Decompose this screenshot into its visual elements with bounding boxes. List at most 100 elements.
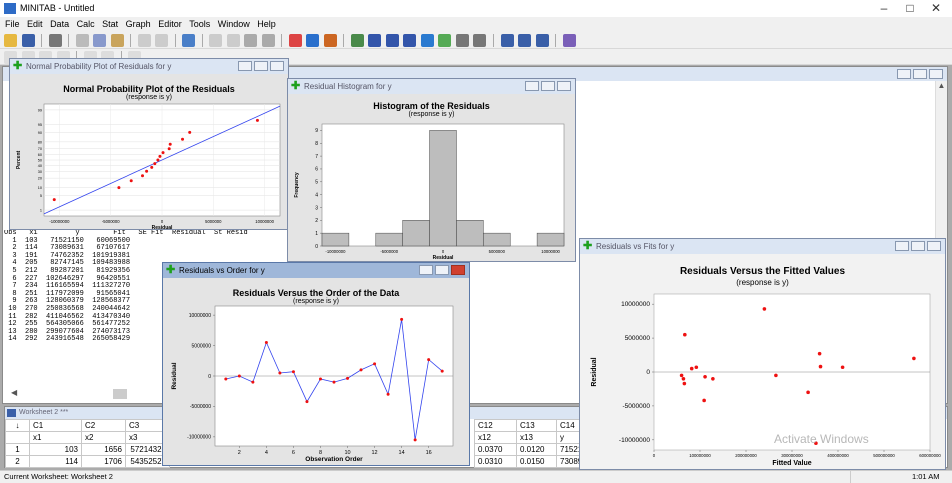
minimize-window-button[interactable] xyxy=(525,81,539,91)
y-tick-label: 1 xyxy=(40,209,42,213)
table-cell[interactable]: 0.0150 xyxy=(516,455,557,468)
redo-icon[interactable] xyxy=(155,34,169,47)
data-point xyxy=(305,400,309,404)
menu-file[interactable]: File xyxy=(5,19,20,29)
table-cell[interactable]: 0.0310 xyxy=(474,455,517,468)
find-icon[interactable] xyxy=(244,34,258,47)
session-window-icon[interactable] xyxy=(350,34,364,47)
column-name[interactable]: x12 xyxy=(474,431,517,444)
undo-icon[interactable] xyxy=(137,34,151,47)
entry-direction-arrow[interactable]: ↓ xyxy=(5,419,30,432)
menu-graph[interactable]: Graph xyxy=(125,19,151,29)
info-icon[interactable] xyxy=(403,34,417,47)
column-name[interactable]: x13 xyxy=(516,431,557,444)
minimize-window-button[interactable] xyxy=(895,241,909,251)
copy-icon[interactable] xyxy=(93,34,107,47)
worksheet-icon[interactable] xyxy=(368,34,382,47)
save-project-icon[interactable] xyxy=(21,34,35,47)
maximize-window-button[interactable] xyxy=(911,241,925,251)
menu-editor[interactable]: Editor xyxy=(158,19,182,29)
column-name-row: x12 x13 y xyxy=(474,431,587,444)
menu-stat[interactable]: Stat xyxy=(102,19,119,29)
report-pad-icon[interactable] xyxy=(438,34,452,47)
toolbar-separator xyxy=(555,34,557,47)
maximize-window-button[interactable] xyxy=(541,81,555,91)
insert-row-icon[interactable] xyxy=(209,34,223,47)
column-name[interactable] xyxy=(5,431,30,444)
assistant-icon[interactable] xyxy=(323,34,337,47)
normal-plot-window[interactable]: ✚ Normal Probability Plot of Residuals f… xyxy=(9,58,289,230)
data-point xyxy=(681,376,686,381)
table-cell[interactable]: 1656 xyxy=(81,443,126,456)
scroll-left-icon[interactable]: ◀ xyxy=(11,388,18,397)
column-name[interactable]: x2 xyxy=(81,431,126,444)
column-id[interactable]: C13 xyxy=(516,419,557,432)
horizontal-scroll-thumb[interactable] xyxy=(113,389,127,399)
insert-column-icon[interactable] xyxy=(226,34,240,47)
manage-graphs-icon[interactable] xyxy=(535,34,549,47)
cancel-icon[interactable] xyxy=(288,34,302,47)
fits-title-bar: ✚ Residuals vs Fits for y xyxy=(580,239,945,254)
column-name[interactable]: x1 xyxy=(29,431,82,444)
tile-icon[interactable] xyxy=(455,34,469,47)
close-window-button[interactable] xyxy=(557,81,571,91)
maximize-window-button[interactable] xyxy=(254,61,268,71)
minimize-window-button[interactable] xyxy=(419,265,433,275)
cascade-icon[interactable] xyxy=(473,34,487,47)
order-window[interactable]: ✚ Residuals vs Order for y Residuals Ver… xyxy=(162,262,470,466)
x-tick-label: 12 xyxy=(372,450,378,456)
graph-plus-icon: ✚ xyxy=(291,80,301,92)
cut-icon[interactable] xyxy=(75,34,89,47)
graph-folder-icon[interactable] xyxy=(385,34,399,47)
project-manager-icon[interactable] xyxy=(562,34,576,47)
maximize-window-button[interactable] xyxy=(435,265,449,275)
table-cell[interactable]: 0.0120 xyxy=(516,443,557,456)
column-id[interactable]: C1 xyxy=(29,419,82,432)
data-point xyxy=(373,362,377,366)
table-cell[interactable]: 1706 xyxy=(81,455,126,468)
close-window-button[interactable] xyxy=(451,265,465,275)
session-maximize-button[interactable] xyxy=(913,69,927,79)
show-worksheets-icon[interactable] xyxy=(518,34,532,47)
session-close-button[interactable] xyxy=(929,69,943,79)
data-point xyxy=(702,398,706,403)
table-cell[interactable]: 114 xyxy=(29,455,82,468)
row-number[interactable]: 1 xyxy=(5,443,30,456)
row-number[interactable]: 2 xyxy=(5,455,30,468)
y-tick-label: 1 xyxy=(315,231,318,237)
maximize-button[interactable]: □ xyxy=(906,1,914,15)
menu-window[interactable]: Window xyxy=(217,19,250,29)
open-project-icon[interactable] xyxy=(4,34,17,47)
scroll-up-icon[interactable]: ▲ xyxy=(937,81,946,90)
column-id[interactable]: C2 xyxy=(81,419,126,432)
replace-icon[interactable] xyxy=(261,34,275,47)
menu-edit[interactable]: Edit xyxy=(27,19,43,29)
column-id[interactable]: C12 xyxy=(474,419,517,432)
print-icon[interactable] xyxy=(48,34,62,47)
last-dialog-icon[interactable] xyxy=(182,34,196,47)
data-point xyxy=(255,118,259,122)
close-window-button[interactable] xyxy=(270,61,284,71)
help-icon[interactable] xyxy=(306,34,320,47)
show-graphs-icon[interactable] xyxy=(500,34,514,47)
histogram-window[interactable]: ✚ Residual Histogram for y Histogram of … xyxy=(287,78,576,262)
close-button[interactable]: ✕ xyxy=(930,1,942,15)
menu-data[interactable]: Data xyxy=(50,19,70,29)
histogram-svg: 0 1 2 3 4 5 6 7 8 9 -10000000 -5000000 0 5000000 10000… xyxy=(294,123,565,261)
y-tick-label: -5000000 xyxy=(190,404,211,410)
table-cell[interactable]: 0.0370 xyxy=(474,443,517,456)
table-cell[interactable]: 54352527 xyxy=(125,455,170,468)
y-tick-label: 10 xyxy=(38,186,42,190)
close-window-button[interactable] xyxy=(927,241,941,251)
paste-icon[interactable] xyxy=(110,34,124,47)
minimize-button[interactable]: – xyxy=(880,1,888,15)
menu-help[interactable]: Help xyxy=(257,19,276,29)
menu-calc[interactable]: Calc xyxy=(76,19,95,29)
session-minimize-button[interactable] xyxy=(897,69,911,79)
fits-window[interactable]: ✚ Residuals vs Fits for y Residuals Vers… xyxy=(579,238,946,470)
menu-tools[interactable]: Tools xyxy=(189,19,211,29)
table-cell[interactable]: 103 xyxy=(29,443,82,456)
data-point xyxy=(129,179,133,183)
history-icon[interactable] xyxy=(420,34,434,47)
minimize-window-button[interactable] xyxy=(238,61,252,71)
